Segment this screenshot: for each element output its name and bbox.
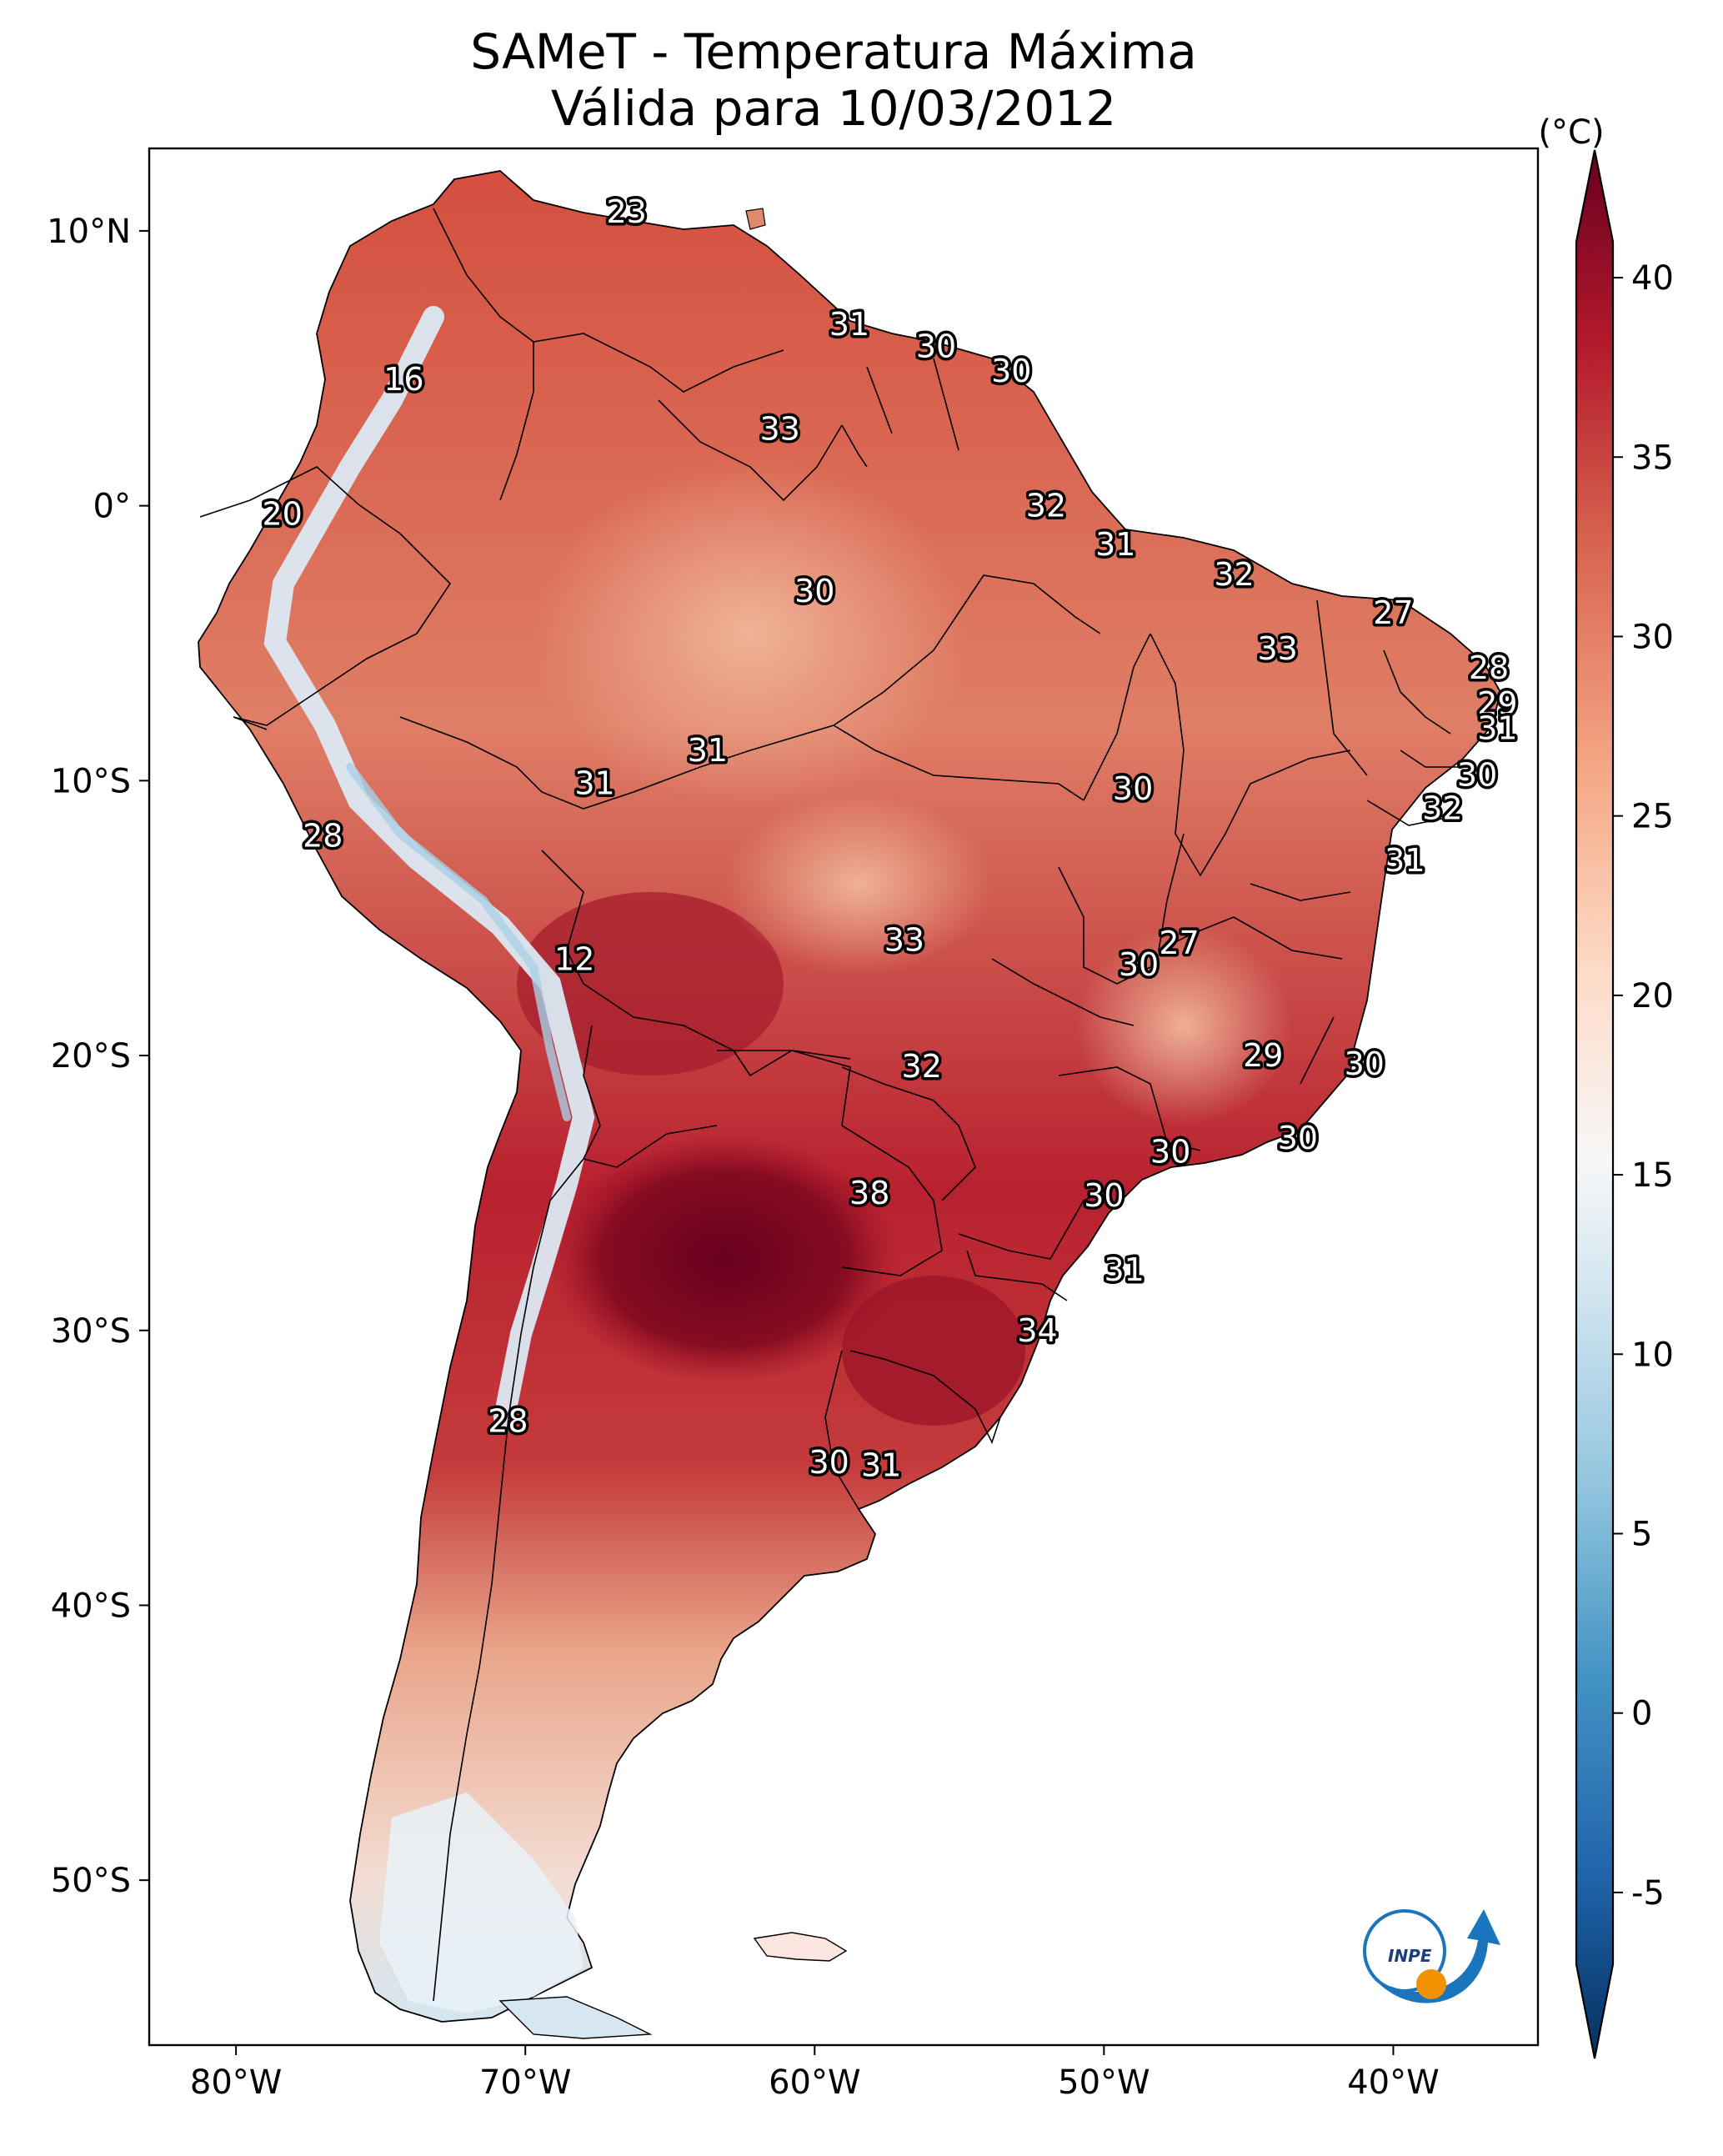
temperature-label: 28 [303, 817, 343, 854]
lon-tick-label: 60°W [769, 2063, 860, 2102]
colorbar-tick-label: 20 [1631, 977, 1674, 1015]
temperature-label: 33 [1257, 630, 1297, 667]
colorbar-tick-label: 0 [1631, 1695, 1652, 1733]
temperature-label: 31 [1095, 526, 1135, 563]
hot-region-chaco [550, 1134, 900, 1384]
lat-tick-label: 0° [93, 488, 131, 526]
temperature-label: 30 [809, 1444, 849, 1481]
temperature-label: 30 [1278, 1120, 1318, 1156]
country-borders [199, 208, 1467, 2002]
temperature-label: 31 [861, 1447, 901, 1483]
temperature-label: 30 [1345, 1045, 1385, 1082]
temperature-label: 38 [849, 1175, 889, 1211]
lat-tick-label: 10°S [51, 762, 131, 800]
temperature-label: 30 [1113, 770, 1153, 807]
colorbar-tick-label: 5 [1631, 1516, 1652, 1554]
temperature-label: 16 [383, 361, 423, 398]
lat-tick-label: 40°S [51, 1587, 131, 1625]
colorbar-tick-label: 15 [1631, 1156, 1674, 1195]
temperature-label: 30 [1119, 946, 1159, 983]
colorbar-tick-label: 30 [1631, 618, 1674, 656]
andes-cold-core [346, 763, 571, 1121]
temperature-label: 32 [1422, 790, 1462, 826]
warm-region-southeast [1075, 925, 1292, 1126]
warm-region-amazon [533, 459, 967, 809]
temperature-label: 23 [607, 193, 647, 230]
colorbar-tick-label: 40 [1631, 259, 1674, 298]
colorbar-tick-label: 25 [1631, 798, 1674, 836]
temperature-label: 20 [262, 496, 302, 533]
temperature-label: 29 [1477, 685, 1517, 722]
temperature-label: 32 [1214, 556, 1254, 593]
temperature-label: 31 [688, 732, 728, 769]
lat-tick-label: 50°S [51, 1862, 131, 1900]
hot-region-amazon-south [517, 892, 784, 1075]
map-frame [148, 147, 1540, 2047]
temperature-label: 33 [759, 410, 799, 447]
lat-tick-label: 20°S [51, 1037, 131, 1075]
temperature-label: 28 [488, 1403, 528, 1440]
temperature-label: 30 [794, 573, 834, 609]
temperature-label: 30 [1457, 757, 1497, 794]
temperature-label: 34 [1017, 1312, 1057, 1349]
map-title-line1: SAMeT - Temperatura Máxima [470, 23, 1197, 80]
longitude-axis: 80°W 70°W 60°W 50°W 40°W [190, 2045, 1440, 2102]
temperature-label: 30 [1084, 1177, 1124, 1214]
temperature-label: 27 [1159, 925, 1199, 961]
temperature-label: 31 [829, 306, 869, 343]
lon-tick-label: 50°W [1058, 2063, 1150, 2102]
colorbar-unit-label: (°C) [1538, 113, 1604, 152]
inpe-logo: INPE [1363, 1909, 1500, 2003]
inpe-logo-dot [1416, 1969, 1446, 1999]
colorbar-ticks: 40 35 30 25 20 15 10 5 0 -5 [1613, 259, 1674, 1913]
tierra-del-fuego [498, 1996, 653, 2039]
temperature-label: 30 [1150, 1133, 1190, 1170]
andes-cold-band [263, 306, 595, 1428]
temperature-label: 29 [1243, 1037, 1283, 1074]
falkland-islands [753, 1932, 848, 1962]
latitude-axis: 10°N 0° 10°S 20°S 30°S 40°S 50°S [47, 213, 149, 1900]
hot-region-pampa [842, 1276, 1025, 1426]
colorbar-tick-label: 35 [1631, 439, 1674, 477]
colorbar: (°C) 40 35 30 25 20 15 10 5 0 -5 [1538, 113, 1674, 2059]
trinidad-island [745, 208, 766, 230]
colorbar-body [1575, 149, 1615, 2059]
temperature-label: 32 [1026, 488, 1066, 524]
temperature-label: 31 [1385, 842, 1425, 879]
south-america-landmass [198, 170, 1501, 2023]
map-title-line2: Válida para 10/03/2012 [551, 80, 1116, 137]
colorbar-tick-label: 10 [1631, 1336, 1674, 1374]
inpe-logo-swoosh [1380, 1909, 1500, 2003]
temperature-label: 27 [1373, 594, 1413, 631]
lon-tick-label: 40°W [1347, 2063, 1439, 2102]
temperature-label: 12 [554, 941, 594, 978]
map-area [149, 148, 1538, 2045]
warm-region-central [725, 792, 992, 975]
patagonia-cool [379, 1792, 584, 2013]
lon-tick-label: 80°W [190, 2063, 282, 2102]
temperature-label: 32 [902, 1048, 942, 1085]
lat-tick-label: 10°N [47, 213, 131, 251]
lon-tick-label: 70°W [479, 2063, 571, 2102]
temperature-label: 30 [916, 328, 956, 364]
temperature-label: 31 [574, 765, 614, 802]
temperature-label: 31 [1477, 710, 1517, 747]
inpe-logo-text: INPE [1388, 1946, 1432, 1966]
colorbar-tick-label: -5 [1631, 1874, 1665, 1913]
lat-tick-label: 30°S [51, 1312, 131, 1351]
temperature-label: 31 [1104, 1251, 1144, 1288]
temperature-label: 30 [991, 353, 1031, 389]
temperature-label: 33 [884, 922, 924, 959]
temperature-label: 28 [1469, 649, 1509, 686]
